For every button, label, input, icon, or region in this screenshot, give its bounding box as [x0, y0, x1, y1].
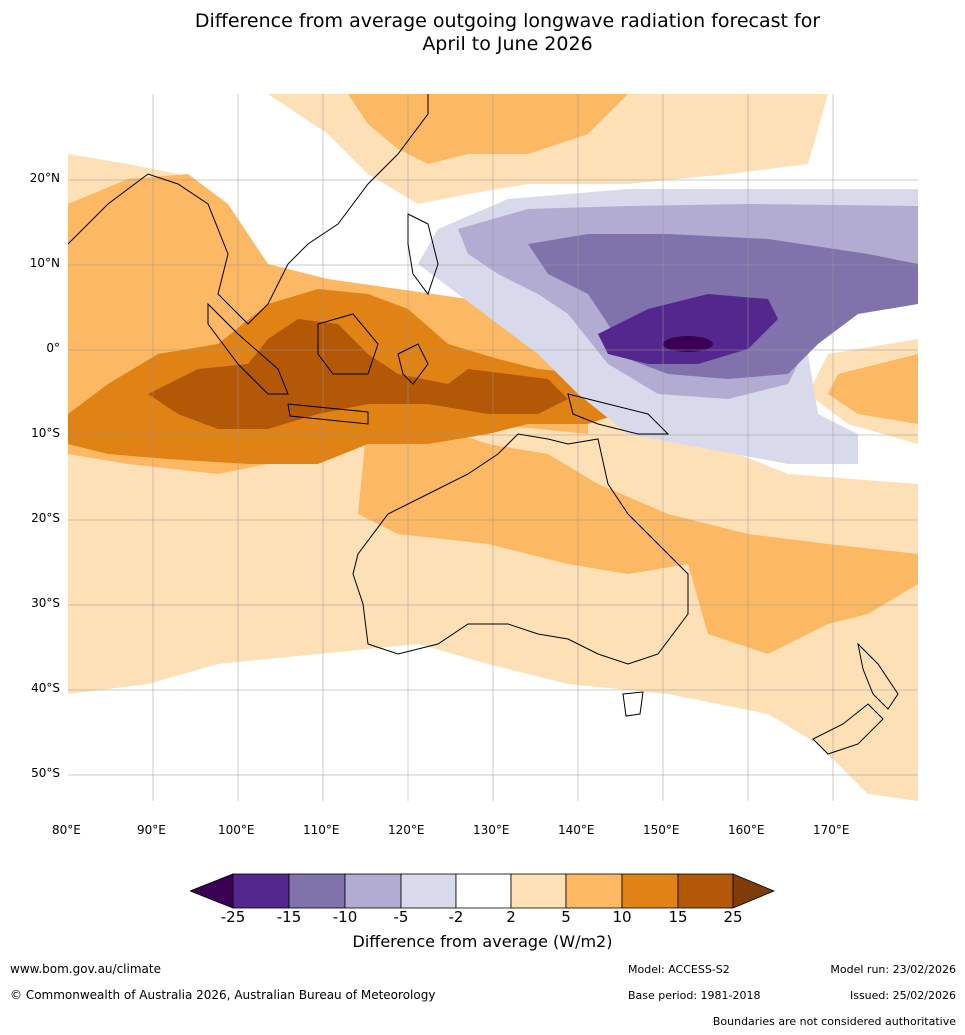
footer-model: Model: ACCESS-S2: [628, 963, 730, 976]
new-zealand-south: [812, 703, 884, 755]
olr-anomaly-map: [68, 94, 918, 801]
australia-coast: [352, 433, 689, 665]
tasmania-coast: [622, 691, 644, 717]
title-line-1: Difference from average outgoing longwav…: [194, 10, 821, 32]
footer-model-run: Model run: 23/02/2026: [830, 963, 956, 976]
lon-label-150e: 150°E: [643, 823, 680, 837]
lon-label-120e: 120°E: [388, 823, 425, 837]
colorbar-segment-8: [621, 873, 679, 909]
colorbar-tick: 25: [723, 908, 743, 926]
footer-url[interactable]: www.bom.gov.au/climate: [10, 962, 161, 976]
lat-label-40s: 40°S: [31, 681, 60, 695]
lon-label-110e: 110°E: [303, 823, 340, 837]
colorbar-segment-7: [565, 873, 623, 909]
lon-label-170e: 170°E: [813, 823, 850, 837]
sumatra-coast: [207, 302, 289, 395]
lon-label-90e: 90°E: [137, 823, 166, 837]
lon-label-80e: 80°E: [52, 823, 81, 837]
java-coast: [287, 403, 369, 425]
lat-label-equator: 0°: [46, 341, 60, 355]
colorbar-segment-4: [400, 873, 457, 909]
lon-label-130e: 130°E: [473, 823, 510, 837]
colorbar-tick: 2: [506, 908, 516, 926]
colorbar-tick: 10: [612, 908, 632, 926]
colorbar-segment-2: [288, 873, 346, 909]
colorbar-label: Difference from average (W/m2): [352, 932, 613, 951]
new-zealand-north: [857, 642, 899, 710]
asia-mainland-coast: [68, 94, 429, 325]
lat-label-20s: 20°S: [31, 511, 60, 525]
footer-issued: Issued: 25/02/2026: [849, 989, 956, 1002]
footer-disclaimer: Boundaries are not considered authoritat…: [712, 1015, 956, 1028]
lat-label-50s: 50°S: [31, 766, 60, 780]
colorbar: [190, 873, 775, 909]
coastlines: [68, 94, 899, 755]
colorbar-segment-1: [232, 873, 290, 909]
colorbar-segment-3: [344, 873, 402, 909]
colorbar-extend-high: [732, 873, 775, 909]
anomaly-below-minus-25: [663, 336, 713, 352]
borneo-coast: [317, 313, 379, 375]
colorbar-tick: -2: [448, 908, 464, 926]
lon-label-100e: 100°E: [218, 823, 255, 837]
lon-label-160e: 160°E: [728, 823, 765, 837]
footer-base-period: Base period: 1981-2018: [628, 989, 761, 1002]
colorbar-segment-6: [510, 873, 567, 909]
colorbar-tick: -25: [220, 908, 246, 926]
anomaly-minus-15-to-minus-25: [598, 294, 778, 364]
lon-label-140e: 140°E: [558, 823, 595, 837]
map-title: Difference from average outgoing longwav…: [0, 10, 965, 56]
colorbar-extend-low: [190, 873, 234, 909]
colorbar-tick: 15: [668, 908, 688, 926]
colorbar-tick: -5: [393, 908, 409, 926]
lat-label-30s: 30°S: [31, 596, 60, 610]
colorbar-segment-5: [455, 873, 512, 909]
colorbar-segment-9: [677, 873, 734, 909]
footer-copyright: © Commonwealth of Australia 2026, Austra…: [10, 988, 436, 1002]
colorbar-tick: -15: [276, 908, 302, 926]
new-guinea-coast: [567, 393, 670, 435]
title-line-2: April to June 2026: [422, 33, 593, 55]
lat-label-10s: 10°S: [31, 426, 60, 440]
lat-label-20n: 20°N: [29, 171, 60, 185]
lat-label-10n: 10°N: [29, 256, 60, 270]
graticule: [68, 94, 918, 801]
philippines-coast: [407, 213, 439, 296]
colorbar-tick: -10: [332, 908, 358, 926]
colorbar-tick: 5: [561, 908, 571, 926]
sulawesi-coast: [397, 343, 429, 385]
